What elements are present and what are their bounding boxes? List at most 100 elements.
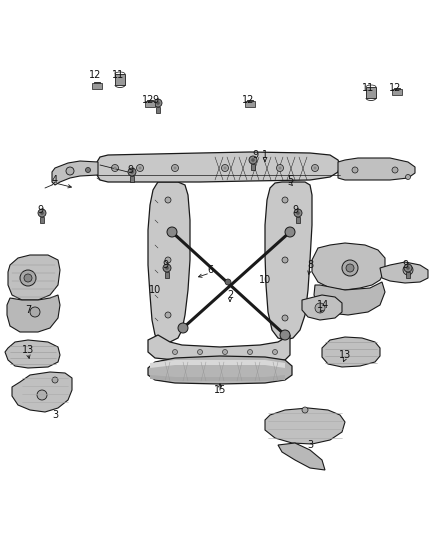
Circle shape — [406, 266, 410, 270]
Polygon shape — [147, 100, 153, 106]
Text: 8: 8 — [307, 260, 313, 270]
Polygon shape — [148, 335, 290, 362]
Text: 9: 9 — [37, 205, 43, 215]
Circle shape — [172, 165, 179, 172]
Circle shape — [20, 270, 36, 286]
Polygon shape — [148, 182, 190, 342]
Circle shape — [38, 209, 46, 217]
Circle shape — [282, 197, 288, 203]
Polygon shape — [97, 152, 340, 182]
Circle shape — [279, 166, 282, 169]
Polygon shape — [312, 243, 385, 290]
Circle shape — [346, 264, 354, 272]
Circle shape — [165, 312, 171, 318]
Circle shape — [251, 158, 255, 162]
Circle shape — [154, 99, 162, 107]
Circle shape — [282, 257, 288, 263]
Circle shape — [178, 323, 188, 333]
Circle shape — [249, 156, 257, 164]
Text: 10: 10 — [259, 275, 271, 285]
Polygon shape — [394, 88, 400, 94]
Text: 9: 9 — [402, 260, 408, 270]
Polygon shape — [148, 356, 292, 384]
Polygon shape — [392, 89, 402, 95]
Polygon shape — [156, 107, 160, 113]
Polygon shape — [150, 375, 285, 381]
Text: 3: 3 — [52, 410, 58, 420]
Polygon shape — [338, 158, 415, 180]
Polygon shape — [247, 100, 253, 106]
Polygon shape — [12, 372, 72, 412]
Polygon shape — [130, 176, 134, 182]
Polygon shape — [265, 408, 345, 444]
Text: 6: 6 — [207, 265, 213, 275]
Circle shape — [404, 264, 412, 272]
Polygon shape — [302, 295, 342, 320]
Circle shape — [311, 165, 318, 172]
Circle shape — [156, 101, 160, 105]
Text: 9: 9 — [152, 95, 158, 105]
Polygon shape — [115, 74, 125, 85]
Text: 4: 4 — [52, 175, 58, 185]
Circle shape — [40, 211, 44, 215]
Polygon shape — [406, 272, 410, 278]
Text: 9: 9 — [127, 165, 133, 175]
Text: 12: 12 — [142, 95, 154, 105]
Polygon shape — [380, 262, 428, 283]
Circle shape — [85, 167, 91, 173]
Text: 10: 10 — [149, 285, 161, 295]
Polygon shape — [150, 360, 285, 368]
Circle shape — [113, 166, 117, 169]
Polygon shape — [314, 282, 385, 315]
Text: 13: 13 — [22, 345, 34, 355]
Polygon shape — [8, 255, 60, 300]
Text: 3: 3 — [307, 440, 313, 450]
Circle shape — [272, 350, 278, 354]
Polygon shape — [245, 101, 255, 107]
Circle shape — [30, 307, 40, 317]
Circle shape — [173, 166, 177, 169]
Text: 11: 11 — [112, 70, 124, 80]
Text: 9: 9 — [162, 260, 168, 270]
Circle shape — [112, 165, 119, 172]
Polygon shape — [145, 101, 155, 107]
Circle shape — [223, 350, 227, 354]
Circle shape — [315, 303, 325, 313]
Circle shape — [403, 265, 413, 275]
Polygon shape — [251, 164, 255, 170]
Polygon shape — [165, 272, 169, 278]
Circle shape — [314, 166, 317, 169]
Text: 12: 12 — [242, 95, 254, 105]
Polygon shape — [94, 82, 100, 88]
Circle shape — [352, 167, 358, 173]
Circle shape — [406, 174, 410, 180]
Circle shape — [165, 266, 169, 270]
Polygon shape — [366, 87, 376, 98]
Text: 13: 13 — [339, 350, 351, 360]
Text: 15: 15 — [214, 385, 226, 395]
Circle shape — [247, 350, 252, 354]
Text: 12: 12 — [89, 70, 101, 80]
Circle shape — [285, 227, 295, 237]
Circle shape — [342, 260, 358, 276]
Text: 11: 11 — [362, 83, 374, 93]
Text: 9: 9 — [292, 205, 298, 215]
Circle shape — [225, 279, 231, 285]
Circle shape — [130, 170, 134, 174]
Text: 7: 7 — [25, 305, 31, 315]
Circle shape — [223, 166, 226, 169]
Circle shape — [66, 167, 74, 175]
Circle shape — [138, 166, 141, 169]
Circle shape — [280, 330, 290, 340]
Polygon shape — [40, 217, 44, 223]
Circle shape — [24, 274, 32, 282]
Polygon shape — [265, 182, 312, 340]
Polygon shape — [52, 161, 98, 185]
Circle shape — [128, 168, 136, 176]
Text: 2: 2 — [227, 290, 233, 300]
Circle shape — [302, 407, 308, 413]
Circle shape — [137, 165, 144, 172]
Circle shape — [37, 390, 47, 400]
Text: 1: 1 — [262, 150, 268, 160]
Polygon shape — [322, 337, 380, 367]
